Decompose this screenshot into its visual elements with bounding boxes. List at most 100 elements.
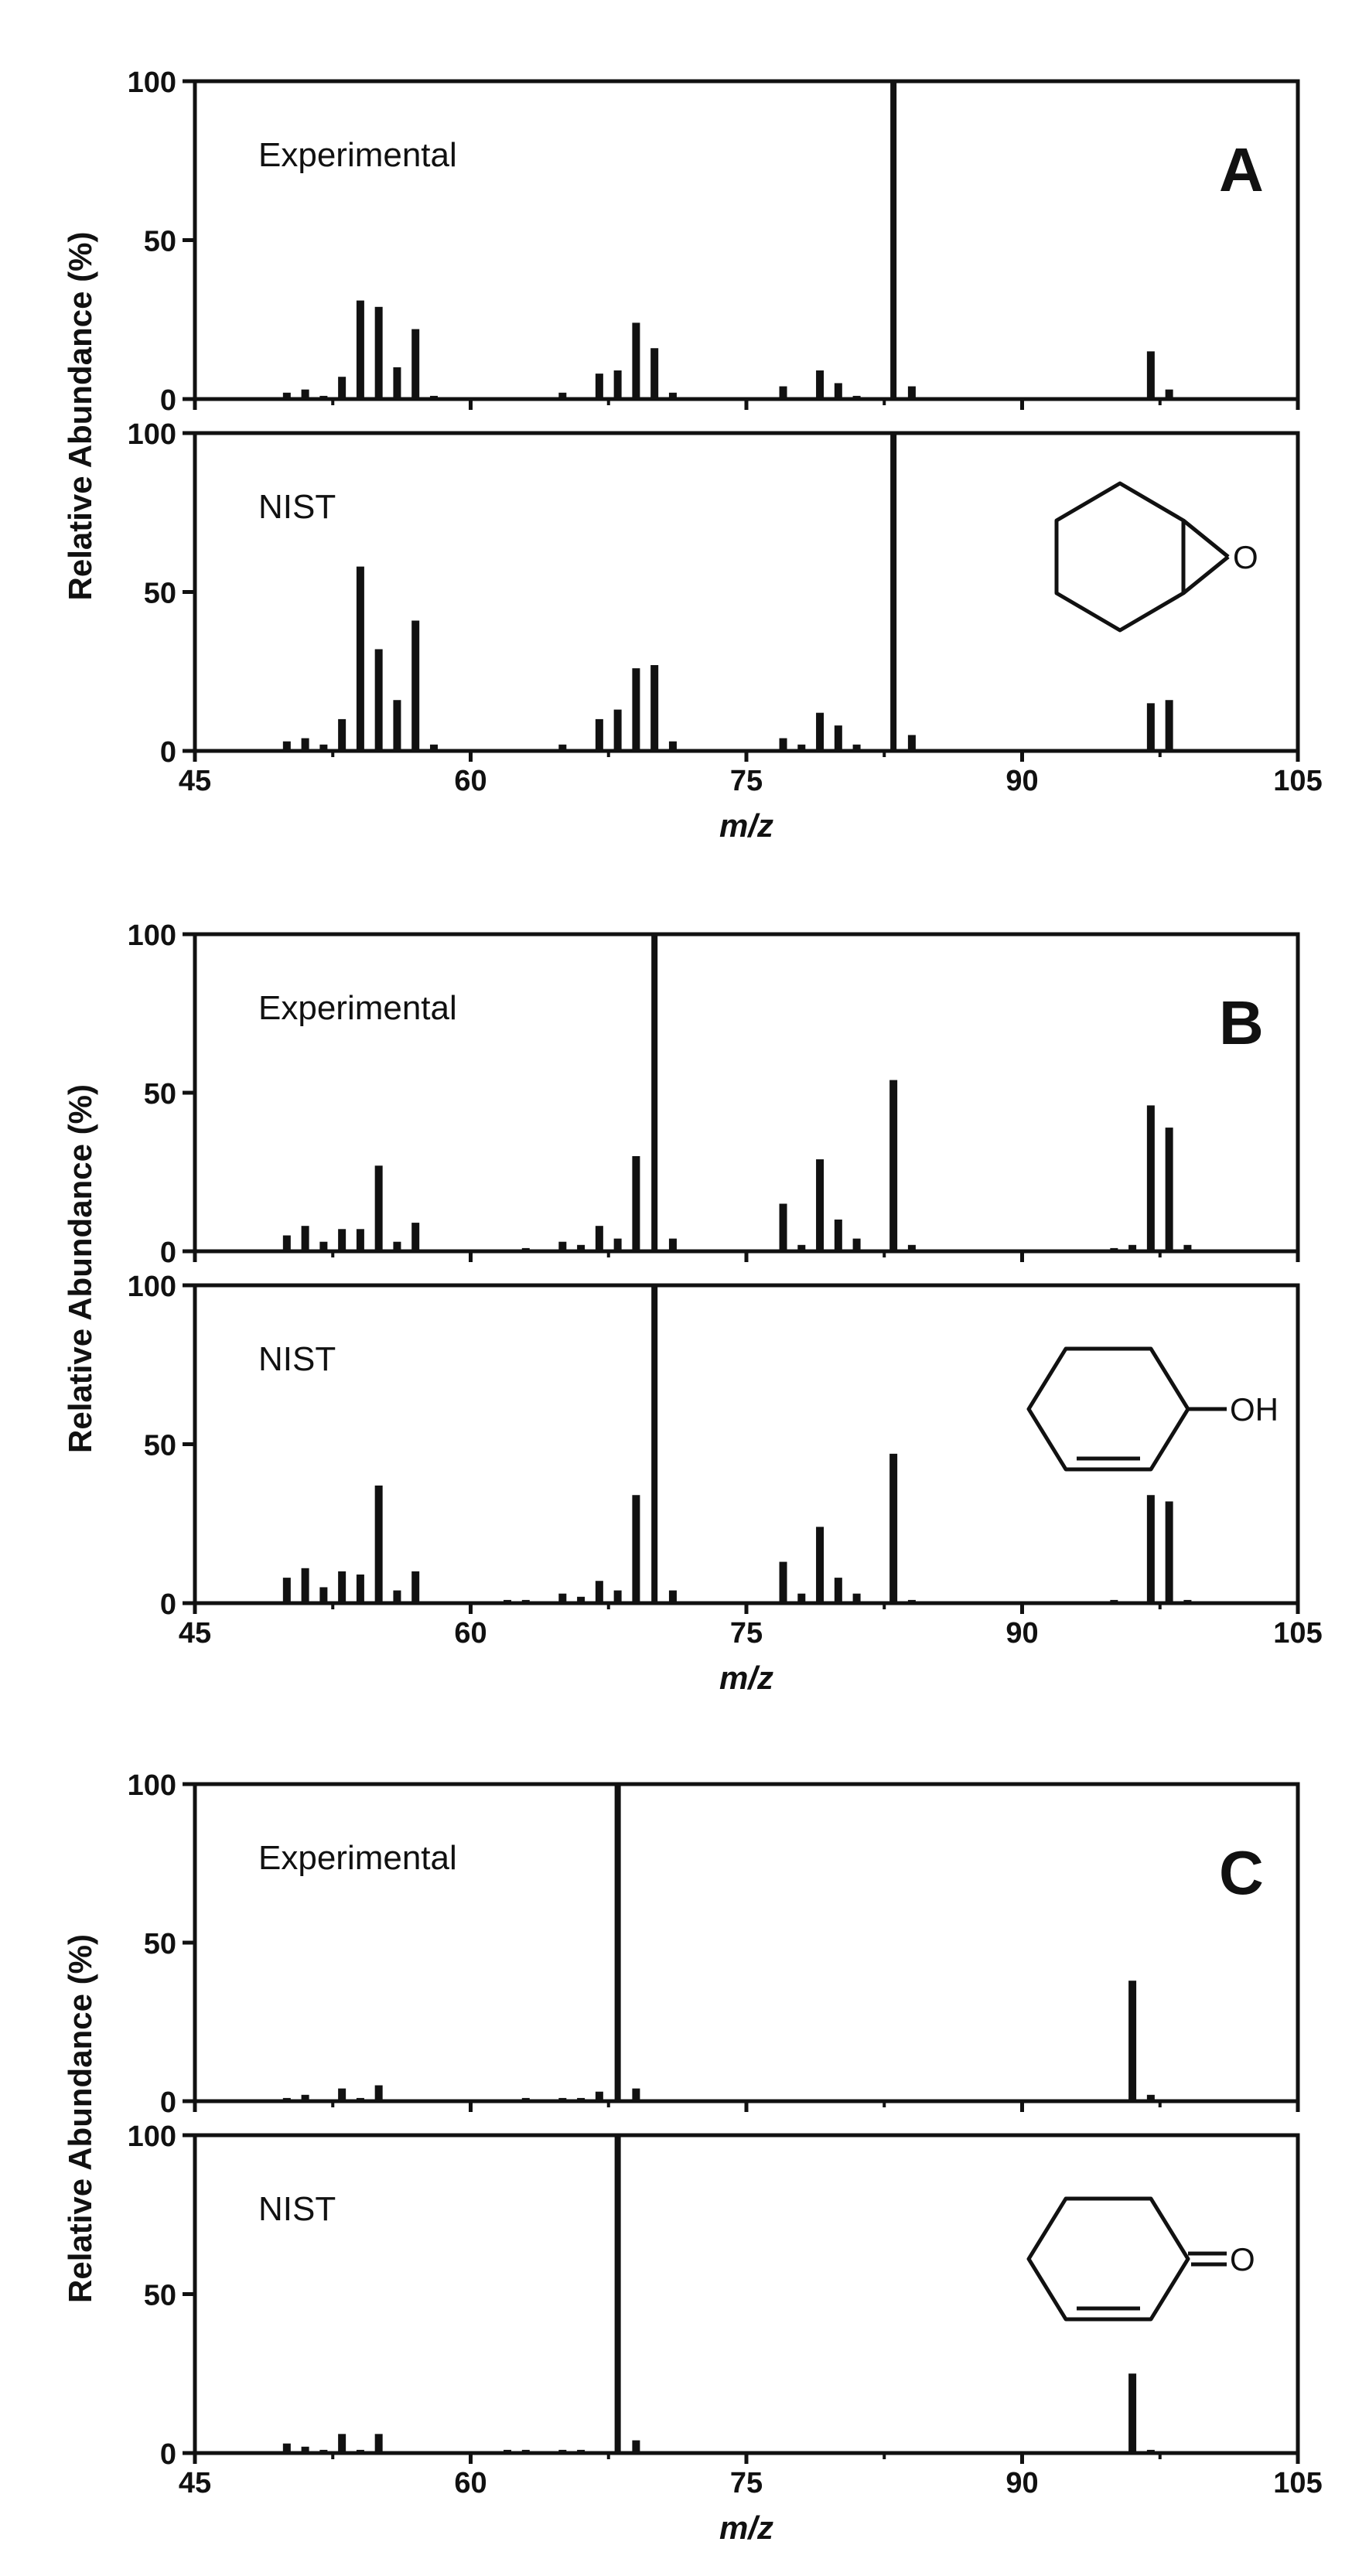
y-tick-label: 100 <box>128 418 176 451</box>
x-tick-label: 75 <box>730 765 763 797</box>
x-tick-label: 75 <box>730 1617 763 1650</box>
spectrum-bar <box>650 348 659 399</box>
spectrum-bar <box>521 1599 530 1603</box>
spectrum-bar <box>1128 2373 1137 2453</box>
spectrum-bar <box>338 2088 347 2101</box>
spectrum-bar <box>356 1229 364 1251</box>
ring-shape <box>1026 2196 1190 2322</box>
spectrum-bar <box>890 81 897 399</box>
spectrum-bar <box>558 744 567 751</box>
spectrum-bar <box>834 725 842 751</box>
spectrum-bar <box>411 1223 420 1251</box>
spectrum-bar <box>632 322 640 399</box>
y-tick-label: 100 <box>128 2121 176 2153</box>
spectrum-bar <box>1146 703 1155 751</box>
x-tick-label: 75 <box>730 2467 763 2499</box>
spectrum-bar <box>411 329 420 399</box>
spectrum-bar <box>558 2449 567 2453</box>
panel-letter: A <box>1219 135 1264 204</box>
y-tick-label: 0 <box>160 736 176 769</box>
spectrum-bar <box>816 1159 825 1251</box>
x-tick-label: 105 <box>1273 2467 1322 2499</box>
panel-A: 0 50 100 Experimental 0 50 100 NIST A 45 60 75 90 105… <box>62 67 1323 844</box>
spectrum-bar <box>852 744 861 751</box>
spectrum-bar <box>558 2097 567 2101</box>
spectrum-bar <box>1146 351 1155 399</box>
subplot-experimental: 0 50 100 Experimental <box>128 920 1300 1269</box>
spectrum-bar <box>1165 1501 1173 1603</box>
spectrum-bar <box>558 1593 567 1603</box>
spectrum-bar <box>374 306 383 399</box>
spectrum-bar <box>356 300 364 399</box>
spectrum-bar <box>1128 1981 1137 2101</box>
spectrum-bar <box>319 744 328 751</box>
spectrum-bar <box>907 735 916 751</box>
x-tick-label: 60 <box>454 765 487 797</box>
spectrum-bar <box>668 741 677 751</box>
spectrum-bar <box>1165 389 1173 399</box>
y-axis-label: Relative Abundance (%) <box>62 1084 98 1453</box>
structure-atom-label: OH <box>1230 1391 1279 1428</box>
spectrum-bar <box>521 2449 530 2453</box>
spectrum-bar <box>577 2097 586 2101</box>
molecule-structure: OH <box>1026 1346 1279 1472</box>
spectrum-bar <box>907 1599 916 1603</box>
x-axis-label: m/z <box>719 807 773 844</box>
x-tick-label: 105 <box>1273 1617 1322 1650</box>
y-tick-label: 0 <box>160 1588 176 1621</box>
spectrum-bar <box>595 2091 603 2101</box>
spectrum-bar <box>301 2446 309 2453</box>
spectrum-bar <box>356 2449 364 2453</box>
spectrum-bar <box>282 392 291 399</box>
spectrum-bar <box>1165 1128 1173 1251</box>
spectrum-bar <box>301 738 309 751</box>
spectrum-bar <box>816 712 825 751</box>
spectrum-bar <box>282 1578 291 1603</box>
molecule-structure: O <box>1054 481 1258 633</box>
spectrum-bar <box>411 1571 420 1603</box>
spectrum-bar <box>1146 1105 1155 1251</box>
y-tick-label: 100 <box>128 1271 176 1303</box>
x-axis-label: m/z <box>719 2509 773 2546</box>
spectrum-bar <box>1183 1599 1192 1603</box>
y-tick-label: 0 <box>160 1237 176 1269</box>
spectrum-bar <box>651 934 658 1251</box>
spectrum-bar <box>614 1784 621 2101</box>
subplot-nist: 0 50 100 NIST <box>128 418 1300 769</box>
spectrum-bar <box>319 2449 328 2453</box>
spectrum-bar <box>816 1527 825 1603</box>
spectrum-bar <box>393 1241 401 1251</box>
spectrum-bar <box>816 370 825 399</box>
spectrum-bar <box>834 1220 842 1251</box>
spectrum-bar <box>429 395 438 399</box>
spectrum-bar <box>668 392 677 399</box>
x-tick-label: 60 <box>454 1617 487 1650</box>
series-label: Experimental <box>258 136 457 174</box>
subplot-experimental: 0 50 100 Experimental <box>128 67 1300 417</box>
y-tick-label: 0 <box>160 2086 176 2119</box>
spectrum-bar <box>282 2443 291 2453</box>
spectrum-bar <box>356 1575 364 1603</box>
spectrum-bar <box>338 377 347 399</box>
spectrum-bar <box>1110 1599 1118 1603</box>
spectrum-bar <box>319 395 328 399</box>
panel-letter: C <box>1219 1838 1264 1907</box>
spectrum-bar <box>595 374 603 399</box>
epoxide-bond <box>1182 555 1230 595</box>
spectrum-bar <box>668 1590 677 1603</box>
spectrum-bar <box>393 700 401 751</box>
spectrum-bar <box>1183 1244 1192 1251</box>
x-tick-label: 105 <box>1273 765 1322 797</box>
epoxide-bond <box>1182 519 1230 558</box>
spectrum-bar <box>577 2449 586 2453</box>
molecule-structure: O <box>1026 2196 1255 2322</box>
spectrum-bar <box>429 744 438 751</box>
spectrum-bar <box>779 1203 787 1251</box>
spectrum-bar <box>595 718 603 751</box>
spectrum-bar <box>282 2097 291 2101</box>
series-label: Experimental <box>258 1839 457 1877</box>
spectrum-bar <box>779 386 787 399</box>
spectrum-bar <box>1146 2449 1155 2453</box>
spectrum-bar <box>613 1238 622 1251</box>
spectrum-bar <box>797 744 806 751</box>
